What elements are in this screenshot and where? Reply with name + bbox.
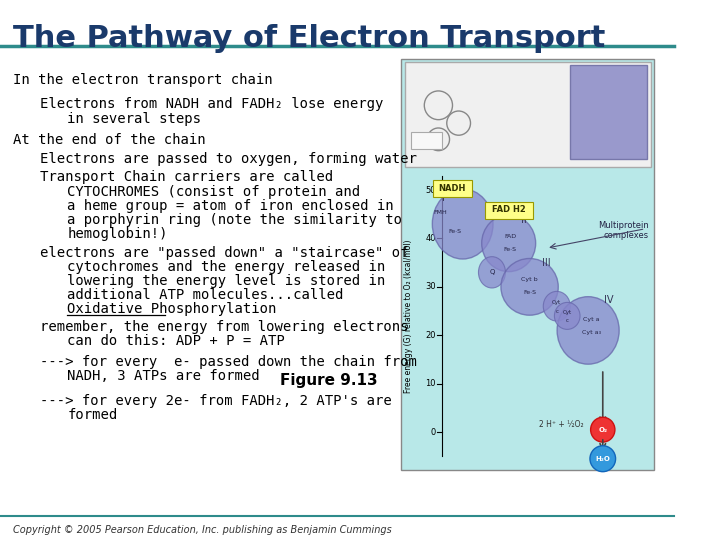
Text: The Pathway of Electron Transport: The Pathway of Electron Transport	[14, 24, 606, 53]
Text: Electrons from NADH and FADH₂ lose energy: Electrons from NADH and FADH₂ lose energ…	[40, 97, 384, 111]
Text: NADH, 3 ATPs are formed: NADH, 3 ATPs are formed	[68, 369, 260, 383]
Ellipse shape	[479, 256, 505, 288]
Text: can do this: ADP + P = ATP: can do this: ADP + P = ATP	[68, 334, 285, 348]
Ellipse shape	[501, 259, 558, 315]
FancyBboxPatch shape	[485, 202, 533, 219]
Text: Cyt a₃: Cyt a₃	[582, 329, 601, 335]
Text: c: c	[566, 318, 569, 323]
Text: FAD: FAD	[504, 234, 516, 239]
Text: Cyt: Cyt	[562, 310, 572, 315]
Text: I: I	[442, 193, 445, 203]
Text: cytochromes and the energy released in: cytochromes and the energy released in	[68, 260, 386, 274]
Text: Oxidative Phosphorylation: Oxidative Phosphorylation	[68, 302, 276, 316]
Ellipse shape	[432, 189, 493, 259]
Text: O₂: O₂	[598, 427, 608, 433]
Text: At the end of the chain: At the end of the chain	[14, 133, 206, 147]
Text: FAD H2: FAD H2	[492, 205, 526, 214]
Ellipse shape	[544, 292, 570, 321]
Text: Q: Q	[490, 269, 495, 275]
Text: In the electron transport chain: In the electron transport chain	[14, 73, 273, 87]
Text: 30: 30	[425, 282, 436, 292]
Text: 40: 40	[426, 234, 436, 243]
Text: Cyt a: Cyt a	[583, 316, 600, 322]
Text: Cyt: Cyt	[552, 300, 562, 306]
Text: Fe·S: Fe·S	[503, 247, 516, 252]
Text: 50: 50	[426, 186, 436, 194]
Text: II: II	[521, 215, 526, 225]
Text: c: c	[555, 309, 558, 314]
Text: Figure 9.13: Figure 9.13	[280, 373, 377, 388]
FancyBboxPatch shape	[433, 180, 472, 197]
Text: lowering the energy level is stored in: lowering the energy level is stored in	[68, 274, 386, 288]
Ellipse shape	[482, 215, 536, 272]
FancyBboxPatch shape	[411, 132, 442, 149]
Text: hemoglobin!): hemoglobin!)	[68, 227, 168, 241]
Text: 2 H⁺ + ½O₂: 2 H⁺ + ½O₂	[539, 420, 583, 429]
Ellipse shape	[590, 446, 616, 471]
FancyBboxPatch shape	[570, 65, 647, 159]
Text: Copyright © 2005 Pearson Education, Inc. publishing as Benjamin Cummings: Copyright © 2005 Pearson Education, Inc.…	[14, 525, 392, 535]
Text: formed: formed	[68, 408, 117, 422]
Text: IV: IV	[603, 295, 613, 306]
Text: in several steps: in several steps	[68, 112, 202, 126]
Text: FMH: FMH	[433, 210, 446, 215]
Text: Free energy (G) relative to O₂ (kcal/mol): Free energy (G) relative to O₂ (kcal/mol…	[403, 239, 413, 393]
Text: a heme group = atom of iron enclosed in: a heme group = atom of iron enclosed in	[68, 199, 394, 213]
Text: H₂O: H₂O	[595, 456, 611, 462]
Text: 0: 0	[431, 428, 436, 437]
Text: a porphyrin ring (note the similarity to: a porphyrin ring (note the similarity to	[68, 213, 402, 227]
Text: III: III	[542, 258, 551, 268]
Text: electrons are "passed down" a "staircase" of: electrons are "passed down" a "staircase…	[40, 246, 409, 260]
Text: Multiprotein
complexes: Multiprotein complexes	[598, 221, 649, 240]
Text: Fe·S: Fe·S	[448, 228, 461, 234]
Text: 20: 20	[426, 331, 436, 340]
FancyBboxPatch shape	[401, 59, 654, 470]
Ellipse shape	[590, 417, 615, 442]
Text: Cyt b: Cyt b	[521, 278, 538, 282]
Text: 10: 10	[426, 379, 436, 388]
Text: CYTOCHROMES (consist of protein and: CYTOCHROMES (consist of protein and	[68, 185, 361, 199]
Ellipse shape	[557, 296, 619, 364]
FancyBboxPatch shape	[405, 62, 651, 167]
Ellipse shape	[554, 302, 580, 329]
Text: ---> for every 2e- from FADH₂, 2 ATP's are: ---> for every 2e- from FADH₂, 2 ATP's a…	[40, 394, 392, 408]
Text: additional ATP molecules...called: additional ATP molecules...called	[68, 288, 344, 302]
Text: Transport Chain carriers are called: Transport Chain carriers are called	[40, 170, 333, 184]
Text: Fe·S: Fe·S	[523, 291, 536, 295]
Text: ---> for every  e- passed down the chain from: ---> for every e- passed down the chain …	[40, 355, 418, 369]
Text: Electrons are passed to oxygen, forming water: Electrons are passed to oxygen, forming …	[40, 152, 418, 166]
Text: remember, the energy from lowering electrons: remember, the energy from lowering elect…	[40, 320, 409, 334]
Text: NADH: NADH	[438, 184, 466, 193]
